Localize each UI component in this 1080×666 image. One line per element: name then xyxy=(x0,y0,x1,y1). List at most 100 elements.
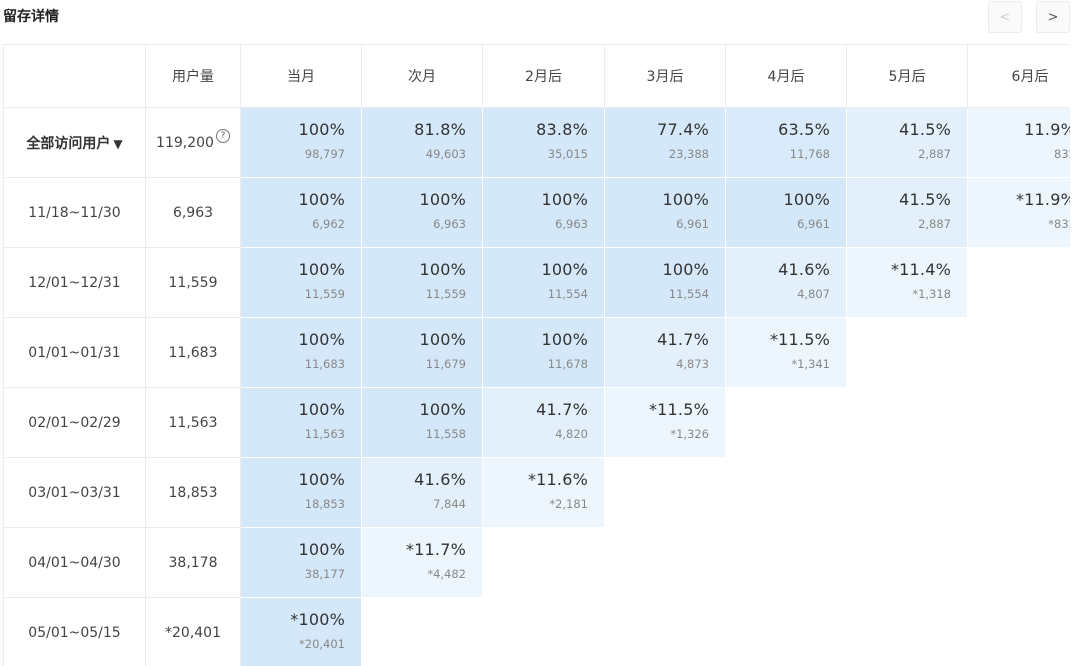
retention-cell[interactable]: *11.5% *1,341 xyxy=(725,317,847,388)
retention-cell[interactable]: 100% 11,558 xyxy=(361,387,483,458)
retained-count: *20,401 xyxy=(299,637,345,651)
table-row: 03/01~03/31 18,853 100% 18,853 41.6% 7,844 *11… xyxy=(3,457,1070,528)
retained-count: 11,678 xyxy=(547,357,588,371)
retention-cell[interactable]: 100% 11,554 xyxy=(604,247,726,318)
column-header-period-2: 次月 xyxy=(361,44,483,108)
retention-rate: 100% xyxy=(298,260,345,279)
table-row: 12/01~12/31 11,559 100% 11,559 100% 11,559 100… xyxy=(3,247,1070,318)
retention-cell[interactable]: *11.6% *2,181 xyxy=(482,457,605,528)
next-page-button[interactable]: > xyxy=(1036,1,1070,33)
retention-cell[interactable]: 100% 11,559 xyxy=(361,247,483,318)
retention-rate: *11.9% xyxy=(1015,190,1070,209)
retention-cell[interactable]: 41.5% 2,887 xyxy=(846,107,968,178)
retention-cell[interactable]: 100% 38,177 xyxy=(240,527,362,598)
retention-cell[interactable]: 100% 11,559 xyxy=(240,247,362,318)
caret-down-icon[interactable]: ▼ xyxy=(113,136,123,151)
cohort-label-text: 12/01~12/31 xyxy=(28,274,121,291)
prev-page-button[interactable]: < xyxy=(988,1,1022,33)
retention-rate: *11.5% xyxy=(648,400,709,419)
retention-cell[interactable]: 83.8% 35,015 xyxy=(482,107,605,178)
retention-cell[interactable]: 41.6% 4,807 xyxy=(725,247,847,318)
table-row: 全部访问用户 ▼ 119,200? 100% 98,797 81.8% 49,603 83.8… xyxy=(3,107,1070,178)
table-row: 04/01~04/30 38,178 100% 38,177 *11.7% *4,482 xyxy=(3,527,1070,598)
retained-count: *1,326 xyxy=(670,427,709,441)
retention-rate: 100% xyxy=(419,260,466,279)
retained-count: 832 xyxy=(1054,147,1070,161)
page-title: 留存详情 xyxy=(3,9,59,25)
empty-cell xyxy=(725,387,847,458)
retention-rate: 100% xyxy=(298,470,345,489)
column-header-users: 用户量 xyxy=(145,44,241,108)
retention-cell[interactable]: *11.9% *832 xyxy=(967,177,1070,248)
retention-rate: 100% xyxy=(419,330,466,349)
empty-cell xyxy=(967,527,1070,598)
retention-cell[interactable]: 100% 11,678 xyxy=(482,317,605,388)
user-count: 6,963 xyxy=(172,204,214,221)
empty-cell xyxy=(604,457,726,528)
retention-cell[interactable]: 11.9% 832 xyxy=(967,107,1070,178)
retention-rate: *11.5% xyxy=(769,330,830,349)
retention-cell[interactable]: 41.5% 2,887 xyxy=(846,177,968,248)
retention-cell[interactable]: 100% 18,853 xyxy=(240,457,362,528)
retained-count: *4,482 xyxy=(427,567,466,581)
retained-count: 6,961 xyxy=(797,217,830,231)
chevron-left-icon: < xyxy=(999,9,1011,25)
retention-cell[interactable]: 100% 6,963 xyxy=(482,177,605,248)
cohort-label-text: 01/01~01/31 xyxy=(28,344,121,361)
user-count: 11,563 xyxy=(168,414,218,431)
user-count: 38,178 xyxy=(168,554,218,571)
retention-cell[interactable]: 100% 11,554 xyxy=(482,247,605,318)
retention-cell[interactable]: 100% 6,961 xyxy=(604,177,726,248)
retention-rate: 83.8% xyxy=(536,120,588,139)
retention-cell[interactable]: 100% 6,961 xyxy=(725,177,847,248)
retention-rate: 77.4% xyxy=(657,120,709,139)
cohort-label-text: 04/01~04/30 xyxy=(28,554,121,571)
user-count-cell: 6,963 xyxy=(145,177,241,248)
cohort-label: 03/01~03/31 xyxy=(3,457,146,528)
retention-cell[interactable]: 100% 11,679 xyxy=(361,317,483,388)
cohort-label-text: 02/01~02/29 xyxy=(28,414,121,431)
retention-cell[interactable]: 100% 6,962 xyxy=(240,177,362,248)
cohort-label-text: 11/18~11/30 xyxy=(28,204,121,221)
retention-cell[interactable]: *11.7% *4,482 xyxy=(361,527,483,598)
empty-cell xyxy=(482,527,605,598)
empty-cell xyxy=(967,597,1070,666)
retention-rate: 100% xyxy=(298,330,345,349)
retention-cell[interactable]: 100% 11,683 xyxy=(240,317,362,388)
retention-cell[interactable]: 41.7% 4,873 xyxy=(604,317,726,388)
retained-count: 2,887 xyxy=(918,217,951,231)
retention-cell[interactable]: 100% 98,797 xyxy=(240,107,362,178)
table-body: 全部访问用户 ▼ 119,200? 100% 98,797 81.8% 49,603 83.8… xyxy=(3,107,1070,666)
retention-cell[interactable]: 81.8% 49,603 xyxy=(361,107,483,178)
user-count: 11,559 xyxy=(168,274,218,291)
retention-cell[interactable]: *100% *20,401 xyxy=(240,597,362,666)
empty-cell xyxy=(725,457,847,528)
retention-rate: 11.9% xyxy=(1024,120,1070,139)
retention-cell[interactable]: 41.6% 7,844 xyxy=(361,457,483,528)
retention-cell[interactable]: *11.4% *1,318 xyxy=(846,247,968,318)
table-row: 02/01~02/29 11,563 100% 11,563 100% 11,558 41.… xyxy=(3,387,1070,458)
user-count-cell: 38,178 xyxy=(145,527,241,598)
retention-cell[interactable]: 63.5% 11,768 xyxy=(725,107,847,178)
retention-cell[interactable]: 77.4% 23,388 xyxy=(604,107,726,178)
retention-rate: 81.8% xyxy=(414,120,466,139)
retained-count: 6,963 xyxy=(433,217,466,231)
table-row: 11/18~11/30 6,963 100% 6,962 100% 6,963 100% 6,… xyxy=(3,177,1070,248)
table-row: 01/01~01/31 11,683 100% 11,683 100% 11,679 100… xyxy=(3,317,1070,388)
retention-cell[interactable]: 100% 11,563 xyxy=(240,387,362,458)
cohort-label: 02/01~02/29 xyxy=(3,387,146,458)
retention-cell[interactable]: 100% 6,963 xyxy=(361,177,483,248)
empty-cell xyxy=(967,457,1070,528)
retention-table-container[interactable]: 用户量 当月 次月 2月后 3月后 4月后 5月后 6月后 全部访问用户 ▼ 119,200? 10… xyxy=(3,44,1070,666)
retention-cell[interactable]: *11.5% *1,326 xyxy=(604,387,726,458)
user-count-cell: 11,563 xyxy=(145,387,241,458)
help-circle-icon[interactable]: ? xyxy=(215,128,230,143)
empty-cell xyxy=(846,597,968,666)
retention-rate: 100% xyxy=(298,190,345,209)
cohort-filter-dropdown[interactable]: 全部访问用户 ▼ xyxy=(3,107,146,178)
empty-cell xyxy=(604,597,726,666)
user-count-cell: 11,559 xyxy=(145,247,241,318)
retention-rate: 41.5% xyxy=(899,190,951,209)
column-header-period-5: 4月后 xyxy=(725,44,847,108)
retention-cell[interactable]: 41.7% 4,820 xyxy=(482,387,605,458)
